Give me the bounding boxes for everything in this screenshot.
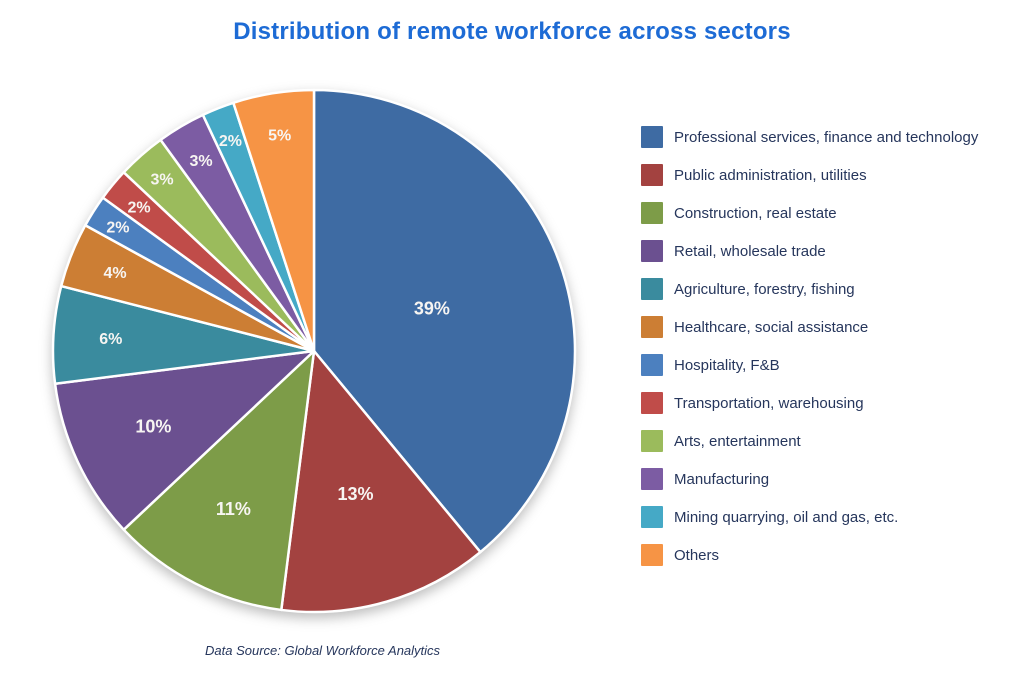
pie-slice-label-3: 10% (135, 417, 171, 437)
data-source-note: Data Source: Global Workforce Analytics (205, 643, 441, 658)
legend-swatch-icon (641, 240, 663, 262)
pie-slice-label-6: 2% (106, 220, 129, 237)
pie-slice-label-8: 3% (151, 172, 174, 189)
pie-slice-label-2: 11% (216, 499, 251, 519)
chart-title: Distribution of remote workforce across … (233, 18, 791, 45)
pie-slice-label-5: 4% (103, 265, 126, 282)
legend-swatch-icon (641, 392, 663, 414)
pie-slice-label-1: 13% (337, 484, 373, 504)
legend-item-label: Agriculture, forestry, fishing (674, 280, 855, 298)
legend-item-2: Construction, real estate (641, 202, 978, 224)
legend-swatch-icon (641, 126, 663, 148)
legend-item-label: Construction, real estate (674, 204, 837, 222)
pie-chart: 39%13%11%10%6%4%2%2%3%3%2% 5% (51, 88, 577, 614)
legend-item-label: Professional services, finance and techn… (674, 128, 979, 146)
legend-swatch-icon (641, 354, 663, 376)
legend-item-label: Retail, wholesale trade (674, 242, 826, 260)
legend-item-3: Retail, wholesale trade (641, 240, 978, 262)
pie-slice-label-10: 2% (219, 133, 242, 150)
legend-item-1: Public administration, utilities (641, 164, 978, 186)
legend-item-label: Others (674, 546, 720, 564)
legend-swatch-icon (641, 506, 663, 528)
legend-item-label: Mining quarrying, oil and gas, etc. (674, 508, 899, 526)
pie-slice-label-7: 2% (127, 199, 150, 216)
legend-item-label: Manufacturing (674, 470, 770, 488)
legend-item-label: Healthcare, social assistance (674, 318, 869, 336)
legend-item-0: Professional services, finance and techn… (641, 126, 978, 148)
pie-slice-1 (280, 349, 482, 614)
legend-swatch-icon (641, 164, 663, 186)
legend-item-label: Hospitality, F&B (674, 356, 780, 374)
legend-item-label: Transportation, warehousing (674, 394, 864, 412)
legend-item-8: Arts, entertainment (641, 430, 978, 452)
pie-slice-0 (312, 88, 577, 554)
legend-item-10: Mining quarrying, oil and gas, etc. (641, 506, 978, 528)
legend-item-9: Manufacturing (641, 468, 978, 490)
pie-slice-label-0: 39% (414, 299, 450, 319)
legend-swatch-icon (641, 316, 663, 338)
legend-swatch-icon (641, 202, 663, 224)
legend-item-6: Hospitality, F&B (641, 354, 978, 376)
legend-item-label: Arts, entertainment (674, 432, 801, 450)
legend-swatch-icon (641, 430, 663, 452)
legend-item-4: Agriculture, forestry, fishing (641, 278, 978, 300)
pie-slice-label-9: 3% (190, 153, 213, 170)
legend-swatch-icon (641, 278, 663, 300)
legend-swatch-icon (641, 544, 663, 566)
legend: Professional services, finance and techn… (641, 126, 978, 582)
legend-item-11: Others (641, 544, 978, 566)
legend-item-label: Public administration, utilities (674, 166, 867, 184)
pie-slice-3 (53, 349, 316, 531)
legend-item-5: Healthcare, social assistance (641, 316, 978, 338)
pie-slice-11 (232, 88, 316, 353)
legend-swatch-icon (641, 468, 663, 490)
pie-slice-2 (122, 349, 316, 612)
pie-slice-label-11: 5% (268, 128, 291, 145)
legend-item-7: Transportation, warehousing (641, 392, 978, 414)
pie-slice-label-4: 6% (99, 331, 122, 348)
